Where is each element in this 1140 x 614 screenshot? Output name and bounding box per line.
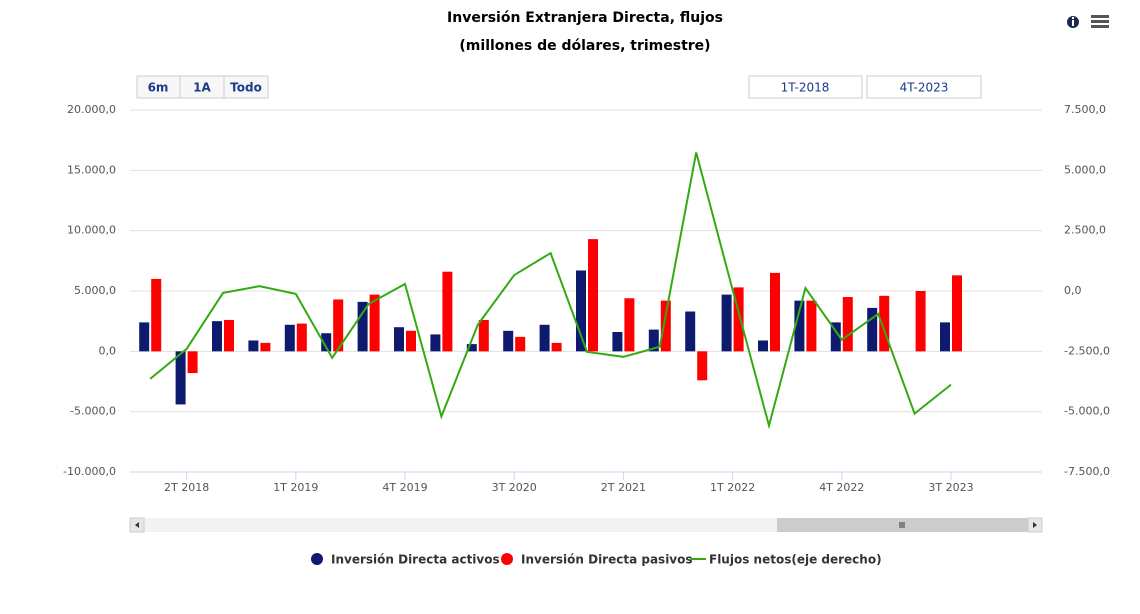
bar: [175, 351, 186, 405]
bar: [648, 329, 659, 352]
bar: [369, 294, 380, 352]
bar: [806, 300, 817, 352]
bar: [758, 340, 768, 352]
y-tick-label: 10.000,0: [67, 224, 116, 237]
bar: [139, 322, 150, 352]
info-icon[interactable]: [1067, 16, 1079, 28]
bar: [867, 307, 878, 352]
bar: [503, 330, 514, 352]
date-from[interactable]: 1T-2018: [781, 81, 830, 95]
bar: [260, 342, 271, 352]
y-tick-label: 5.000,0: [74, 284, 116, 297]
bar: [478, 319, 489, 352]
y2-tick-label: 7.500,0: [1064, 103, 1106, 116]
bar: [321, 333, 332, 352]
y2-tick-label: -7.500,0: [1064, 465, 1110, 478]
bar: [406, 330, 416, 352]
bar: [588, 239, 598, 352]
legend-symbol: [501, 553, 513, 565]
legend-item[interactable]: Inversión Directa pasivos: [501, 553, 693, 567]
bar: [940, 322, 950, 352]
x-tick-label: 1T 2022: [710, 481, 755, 494]
x-tick-label: 4T 2019: [382, 481, 427, 494]
range-button[interactable]: 1A: [193, 81, 211, 95]
y2-tick-label: 2.500,0: [1064, 224, 1106, 237]
bar: [248, 340, 259, 352]
bar: [660, 300, 671, 352]
bar: [842, 297, 853, 352]
bar: [539, 324, 550, 352]
legend-symbol: [311, 553, 323, 565]
x-tick-label: 2T 2018: [164, 481, 209, 494]
bar: [442, 271, 453, 352]
legend-label: Inversión Directa activos: [331, 553, 500, 567]
bar: [515, 336, 526, 352]
x-tick-label: 4T 2022: [819, 481, 864, 494]
bar: [284, 324, 295, 352]
bar: [466, 344, 477, 352]
y-tick-label: 15.000,0: [67, 163, 116, 176]
menu-icon[interactable]: [1091, 15, 1109, 28]
range-button[interactable]: Todo: [230, 81, 262, 95]
y2-tick-label: 5.000,0: [1064, 163, 1106, 176]
legend-label: Flujos netos(eje derecho): [709, 553, 882, 567]
date-inputs: 1T-2018 4T-2023: [748, 75, 982, 99]
range-button[interactable]: 6m: [148, 81, 169, 95]
bar: [794, 300, 805, 352]
bar: [333, 299, 344, 352]
bar: [151, 278, 162, 352]
x-tick-label: 2T 2021: [601, 481, 646, 494]
y-tick-label: -10.000,0: [63, 465, 116, 478]
bar: [624, 298, 635, 352]
bar: [952, 275, 962, 352]
legend-item[interactable]: Inversión Directa activos: [311, 553, 500, 567]
x-tick-label: 3T 2023: [928, 481, 973, 494]
chart-subtitle: (millones de dólares, trimestre): [459, 38, 710, 54]
range-buttons: 6m 1A Todo: [136, 75, 269, 99]
bar: [721, 294, 732, 352]
bar: [576, 270, 586, 352]
bar: [212, 321, 222, 352]
bar: [770, 272, 780, 352]
bar: [551, 342, 562, 352]
y2-tick-label: -2.500,0: [1064, 344, 1110, 357]
date-input[interactable]: [866, 75, 982, 99]
bar: [733, 287, 744, 352]
bar: [612, 332, 623, 352]
y2-tick-label: 0,0: [1064, 284, 1082, 297]
bar: [830, 322, 841, 352]
bar: [685, 311, 696, 352]
bar: [697, 351, 708, 381]
bar: [430, 334, 441, 352]
legend-label: Inversión Directa pasivos: [521, 553, 693, 567]
line: [149, 152, 952, 430]
x-tick-label: 1T 2019: [273, 481, 318, 494]
scrollbar[interactable]: [129, 517, 1043, 533]
bar: [879, 295, 890, 352]
bar: [915, 291, 926, 352]
bar: [357, 301, 368, 352]
x-tick-label: 3T 2020: [492, 481, 537, 494]
y-tick-label: -5.000,0: [70, 405, 116, 418]
y2-tick-label: -5.000,0: [1064, 405, 1110, 418]
bar: [394, 327, 404, 352]
date-input[interactable]: [748, 75, 863, 99]
y-tick-label: 0,0: [99, 344, 117, 357]
chart-title: Inversión Extranjera Directa, flujos: [447, 10, 723, 26]
bar: [224, 319, 234, 352]
bar: [187, 351, 198, 374]
y-tick-label: 20.000,0: [67, 103, 116, 116]
date-to[interactable]: 4T-2023: [900, 81, 949, 95]
legend-item[interactable]: Flujos netos(eje derecho): [690, 553, 882, 567]
bar: [296, 323, 307, 352]
